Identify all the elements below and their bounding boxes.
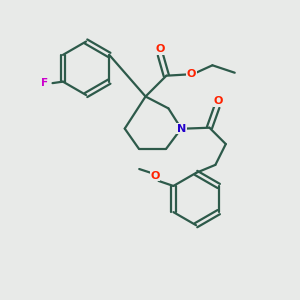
Text: O: O <box>150 171 160 181</box>
Text: N: N <box>177 124 186 134</box>
Text: F: F <box>41 78 48 88</box>
Text: O: O <box>156 44 165 54</box>
Text: O: O <box>214 96 223 106</box>
Text: O: O <box>187 69 196 79</box>
